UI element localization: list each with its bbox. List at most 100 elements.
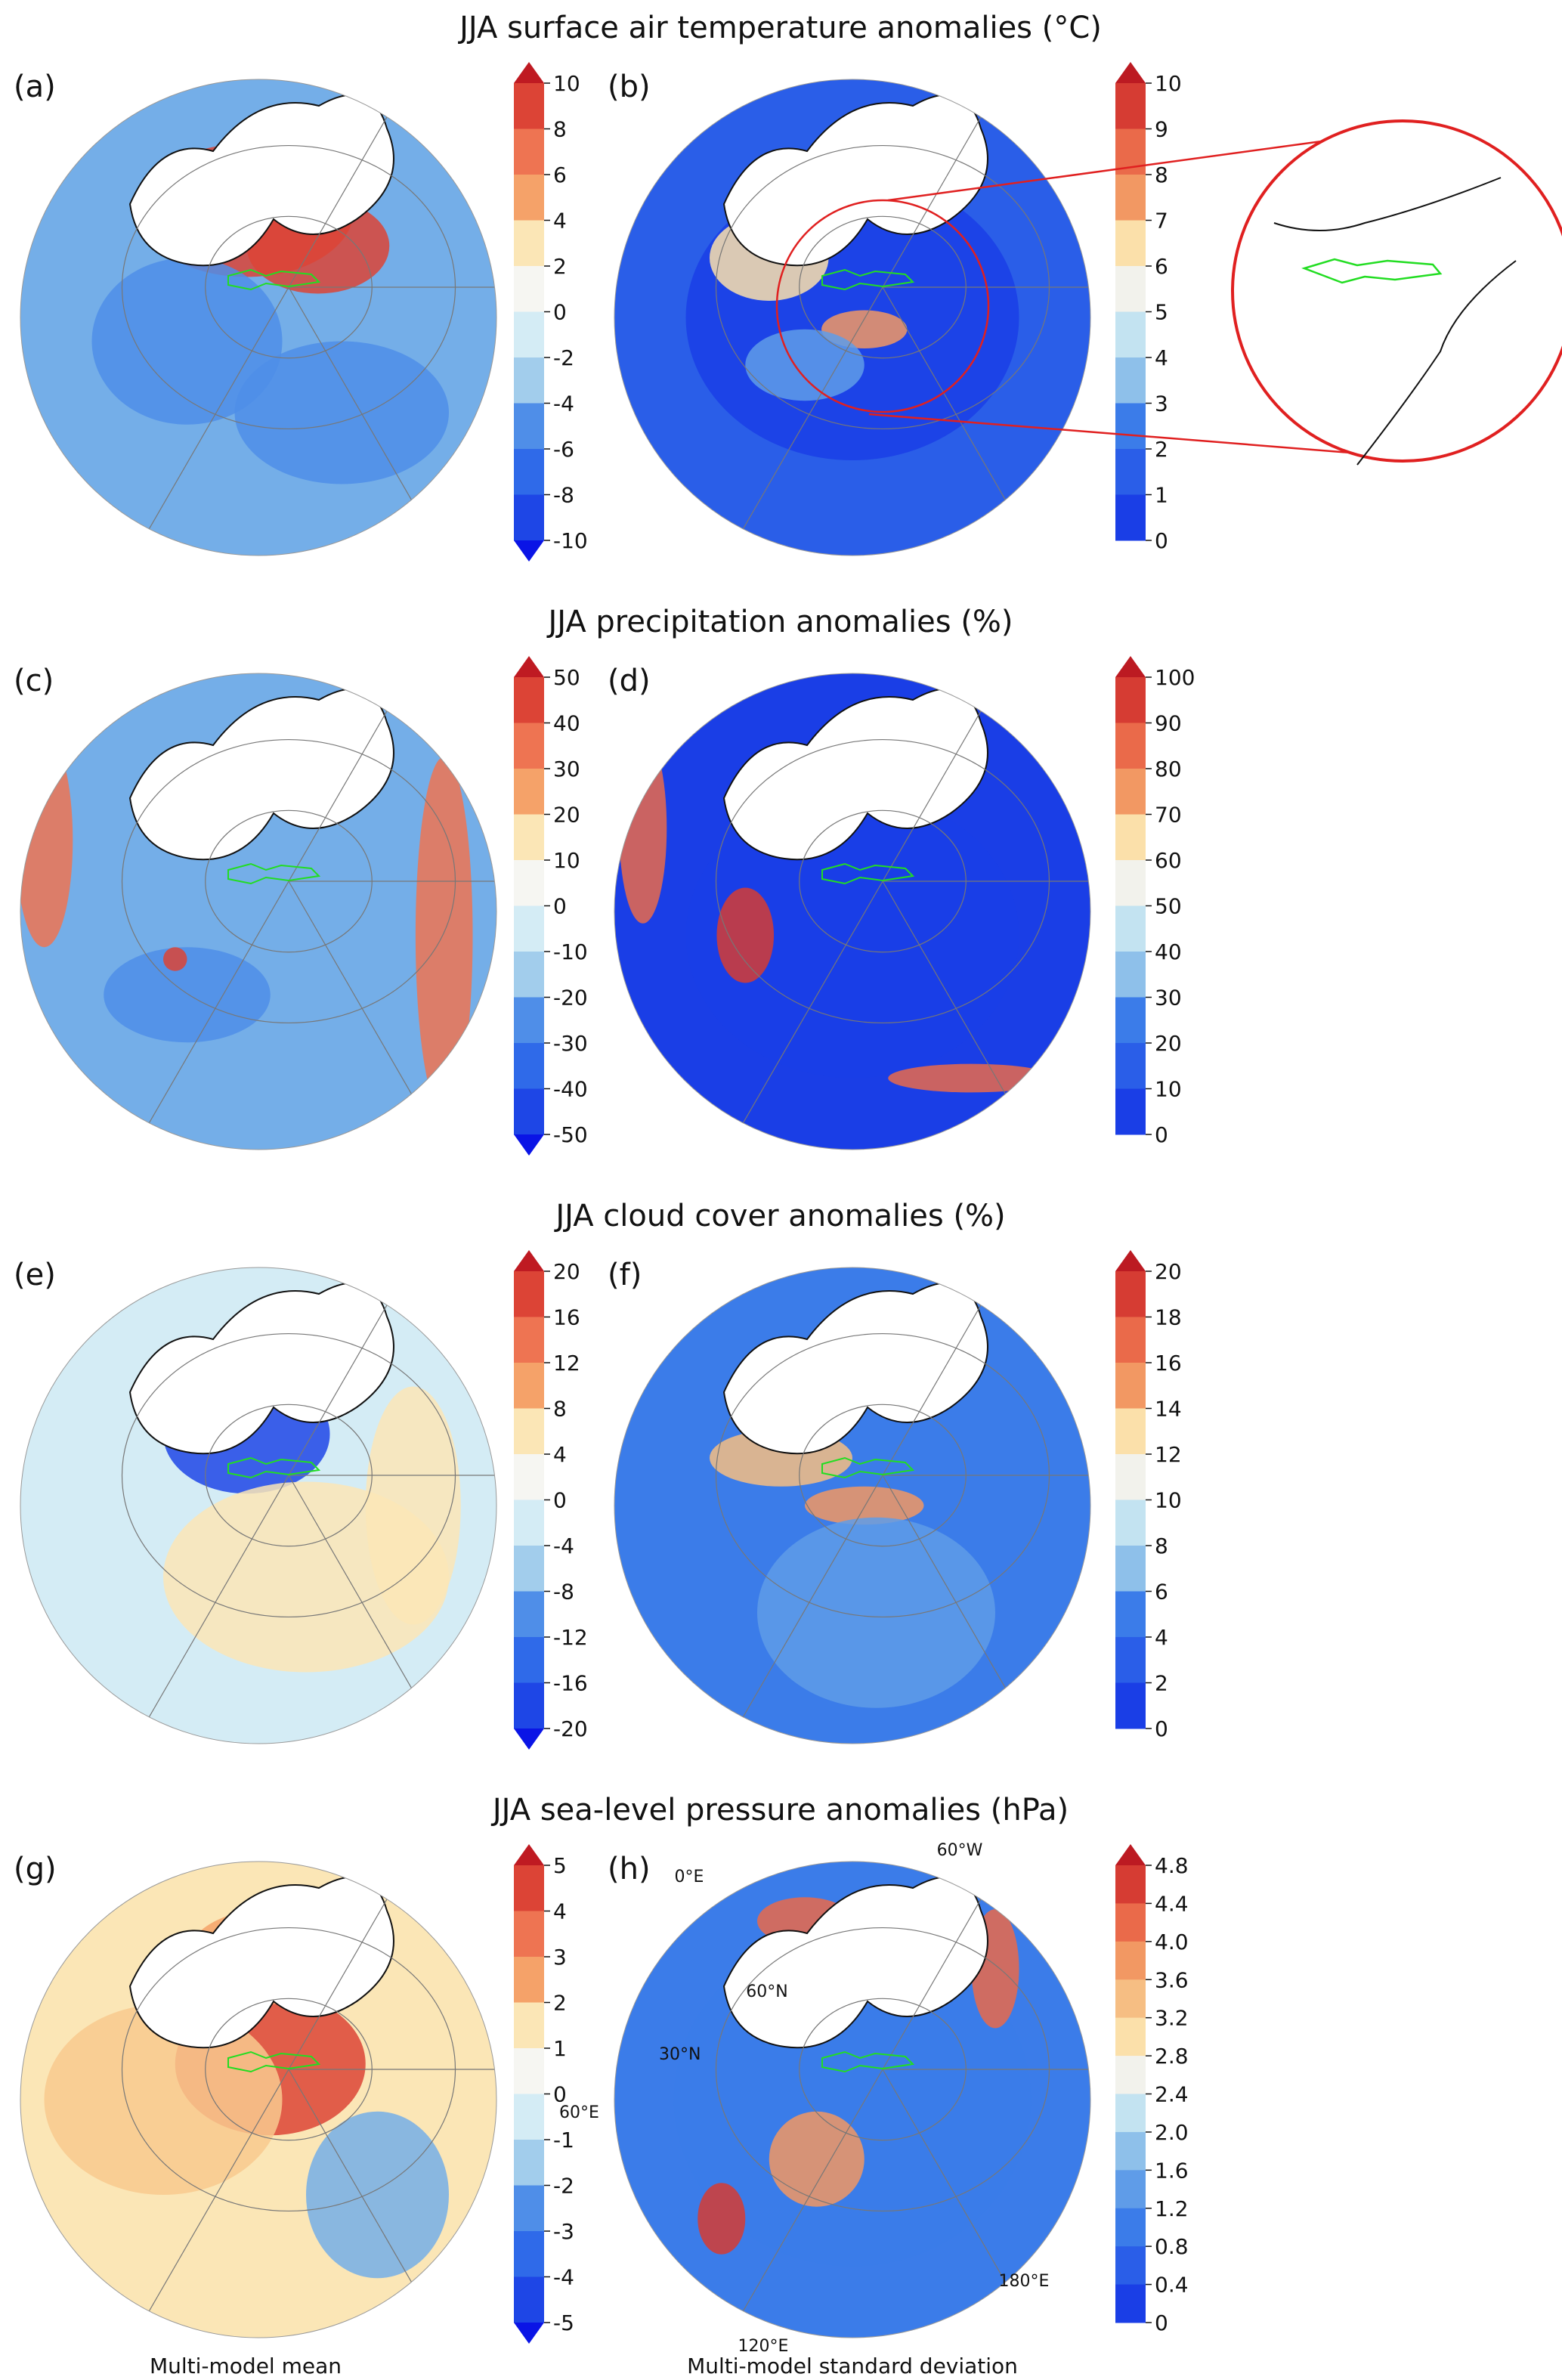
- colorbar-tick-label: 0: [553, 894, 567, 919]
- graticule-line: [97, 881, 289, 1150]
- colorbar-segment: [1115, 2017, 1146, 2057]
- colorbar-segment: [514, 2185, 544, 2232]
- graticule-line: [882, 1862, 1074, 2070]
- graticule-line: [882, 286, 1074, 556]
- graticule-label: 120°E: [738, 2337, 789, 2356]
- colorbar-segment: [1115, 905, 1146, 952]
- colorbar-tick-label: -2: [553, 345, 574, 370]
- colorbar-segment: [514, 1682, 544, 1729]
- colorbar-extend-max: [1115, 62, 1146, 83]
- colorbar-segment: [514, 2231, 544, 2277]
- colorbar-tick-label: 4.8: [1155, 1853, 1189, 1878]
- colorbar-segment: [514, 1408, 544, 1455]
- graticule-line: [691, 1475, 883, 1744]
- graticule-line: [691, 286, 883, 556]
- graticule-line: [691, 2069, 883, 2338]
- colorbar-segment: [1115, 723, 1146, 769]
- chart-title: JJA surface air temperature anomalies (°…: [457, 11, 1102, 45]
- colorbar-tick-label: 6: [1155, 254, 1168, 279]
- panel-label: (d): [608, 664, 651, 698]
- colorbar-segment: [1115, 403, 1146, 450]
- panel-label: (f): [608, 1258, 642, 1292]
- graticule-line: [288, 2069, 480, 2338]
- colorbar-tick-label: -2: [553, 2174, 574, 2199]
- colorbar-tick-label: 3.2: [1155, 2006, 1189, 2031]
- colorbar-segment: [1115, 266, 1146, 312]
- panel-label: (a): [14, 70, 56, 104]
- colorbar-tick-label: 18: [1155, 1305, 1182, 1330]
- anomaly-region: [91, 258, 283, 425]
- graticule-line: [882, 79, 1074, 288]
- colorbar-segment: [1115, 1088, 1146, 1135]
- colorbar-tick-label: -4: [553, 1534, 574, 1558]
- globe: [614, 1267, 1090, 1744]
- colorbar-extend-max: [1115, 1844, 1146, 1865]
- graticule-line: [288, 1862, 480, 2070]
- anomaly-region: [20, 732, 73, 948]
- colorbar-segment: [1115, 357, 1146, 404]
- anomaly-region: [888, 1063, 1055, 1093]
- study-region-outline: [821, 1456, 915, 1479]
- globe: [614, 1862, 1090, 2338]
- colorbar-tick-label: 1.2: [1155, 2196, 1189, 2221]
- colorbar-extend-min: [514, 540, 544, 562]
- study-region-outline: [821, 862, 915, 885]
- colorbar-tick-label: 7: [1155, 209, 1168, 234]
- colorbar-tick-label: 6: [1155, 1580, 1168, 1605]
- colorbar-segment: [514, 266, 544, 312]
- colorbar-tick-label: 30: [553, 757, 580, 781]
- graticule-line: [882, 673, 1074, 882]
- colorbar-tick-label: 10: [1155, 1077, 1182, 1102]
- anomaly-region: [745, 329, 865, 401]
- graticule-label: 180°E: [999, 2272, 1050, 2291]
- colorbar-tick-label: 10: [1155, 1488, 1182, 1513]
- colorbar-segment: [514, 494, 544, 541]
- anomaly-region: [685, 792, 1019, 1079]
- colorbar-segment: [514, 83, 544, 129]
- colorbar-tick-label: -3: [553, 2219, 574, 2244]
- anomaly-region: [306, 2111, 449, 2279]
- graticule-line: [288, 79, 480, 288]
- ice-mask: [722, 1282, 988, 1455]
- chart-row: JJA surface air temperature anomalies (°…: [14, 11, 1562, 562]
- anomaly-region: [234, 341, 449, 484]
- colorbar-segment: [1115, 2056, 1146, 2094]
- colorbar-segment: [514, 1499, 544, 1546]
- inset-coastline: [1273, 177, 1502, 231]
- graticule-line: [97, 286, 289, 556]
- globe-edge: [614, 1267, 1091, 1744]
- inset-coastline: [1356, 260, 1517, 466]
- colorbar-segment: [514, 1043, 544, 1089]
- colorbar-segment: [514, 220, 544, 267]
- graticule-line: [691, 881, 883, 1150]
- colorbar-tick-label: 2.4: [1155, 2082, 1189, 2107]
- study-region-outline: [227, 2050, 321, 2073]
- colorbar-tick-label: 0.8: [1155, 2234, 1189, 2259]
- colorbar-segment: [1115, 449, 1146, 495]
- colorbar-segment: [514, 311, 544, 358]
- colorbar-segment: [1115, 1903, 1146, 1942]
- colorbar-segment: [514, 449, 544, 495]
- globe-edge: [20, 79, 497, 556]
- graticule-label: 0°E: [675, 1868, 704, 1886]
- map-panel: (h) 4.8 4.4 4.0 3.6 3.2 2.8 2.4 2.0 1.6 1.2 0.8 0.4 0…: [559, 1841, 1189, 2356]
- colorbar-tick-label: 1: [553, 2036, 567, 2061]
- colorbar-segment: [514, 1637, 544, 1683]
- globe-edge: [614, 1861, 1091, 2338]
- colorbar-segment: [1115, 2131, 1146, 2171]
- colorbar-tick-label: 8: [1155, 1534, 1168, 1558]
- colorbar-segment: [514, 952, 544, 998]
- anomaly-region: [163, 947, 187, 971]
- graticule-line: [288, 286, 480, 556]
- colorbar-segment: [514, 1865, 544, 1911]
- colorbar-tick-label: 30: [1155, 986, 1182, 1010]
- colorbar-tick-label: 2: [553, 254, 567, 279]
- colorbar-extend-max: [1115, 656, 1146, 677]
- colorbar-segment: [1115, 1637, 1146, 1683]
